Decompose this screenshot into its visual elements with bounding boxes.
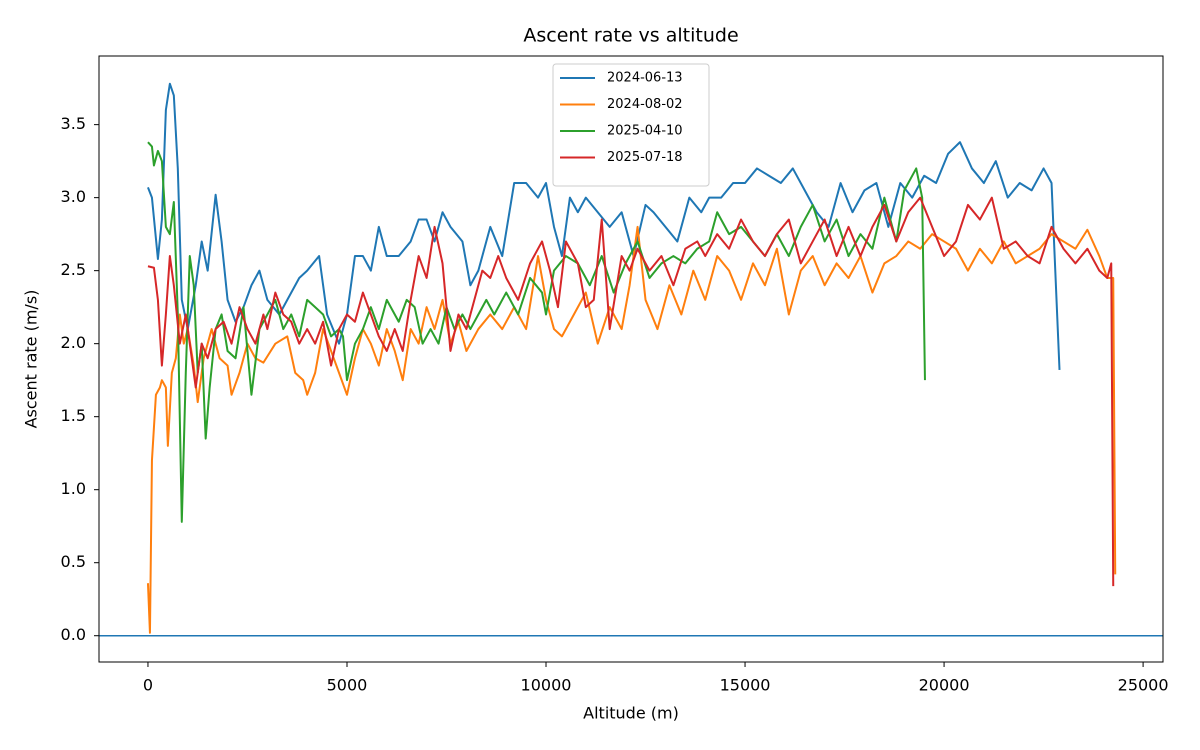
series-line	[146, 225, 1117, 634]
legend-label: 2024-08-02	[607, 97, 683, 112]
legend-label: 2025-07-18	[607, 150, 683, 165]
y-tick-label: 0.5	[61, 552, 86, 571]
series-line	[147, 82, 1061, 370]
y-tick-label: 1.5	[61, 406, 86, 425]
x-tick-label: 25000	[1118, 676, 1169, 695]
y-axis-label: Ascent rate (m/s)	[22, 290, 41, 429]
plot-area	[99, 82, 1163, 637]
y-tick-label: 2.0	[61, 333, 86, 352]
x-axis-label: Altitude (m)	[583, 704, 679, 723]
y-tick-label: 3.0	[61, 187, 86, 206]
x-tick-label: 5000	[327, 676, 368, 695]
y-tick-label: 1.0	[61, 479, 86, 498]
x-tick-label: 20000	[919, 676, 970, 695]
series-line	[147, 196, 1115, 587]
y-tick-label: 3.5	[61, 114, 86, 133]
chart-title: Ascent rate vs altitude	[523, 25, 738, 47]
legend-label: 2024-06-13	[607, 71, 683, 86]
legend-label: 2025-04-10	[607, 124, 683, 139]
x-tick-label: 0	[143, 676, 153, 695]
x-tick-label: 10000	[521, 676, 572, 695]
y-tick-label: 2.5	[61, 260, 86, 279]
legend-box	[552, 63, 710, 187]
x-tick-label: 15000	[720, 676, 771, 695]
axes-frame	[98, 55, 1164, 663]
y-tick-label: 0.0	[61, 625, 86, 644]
